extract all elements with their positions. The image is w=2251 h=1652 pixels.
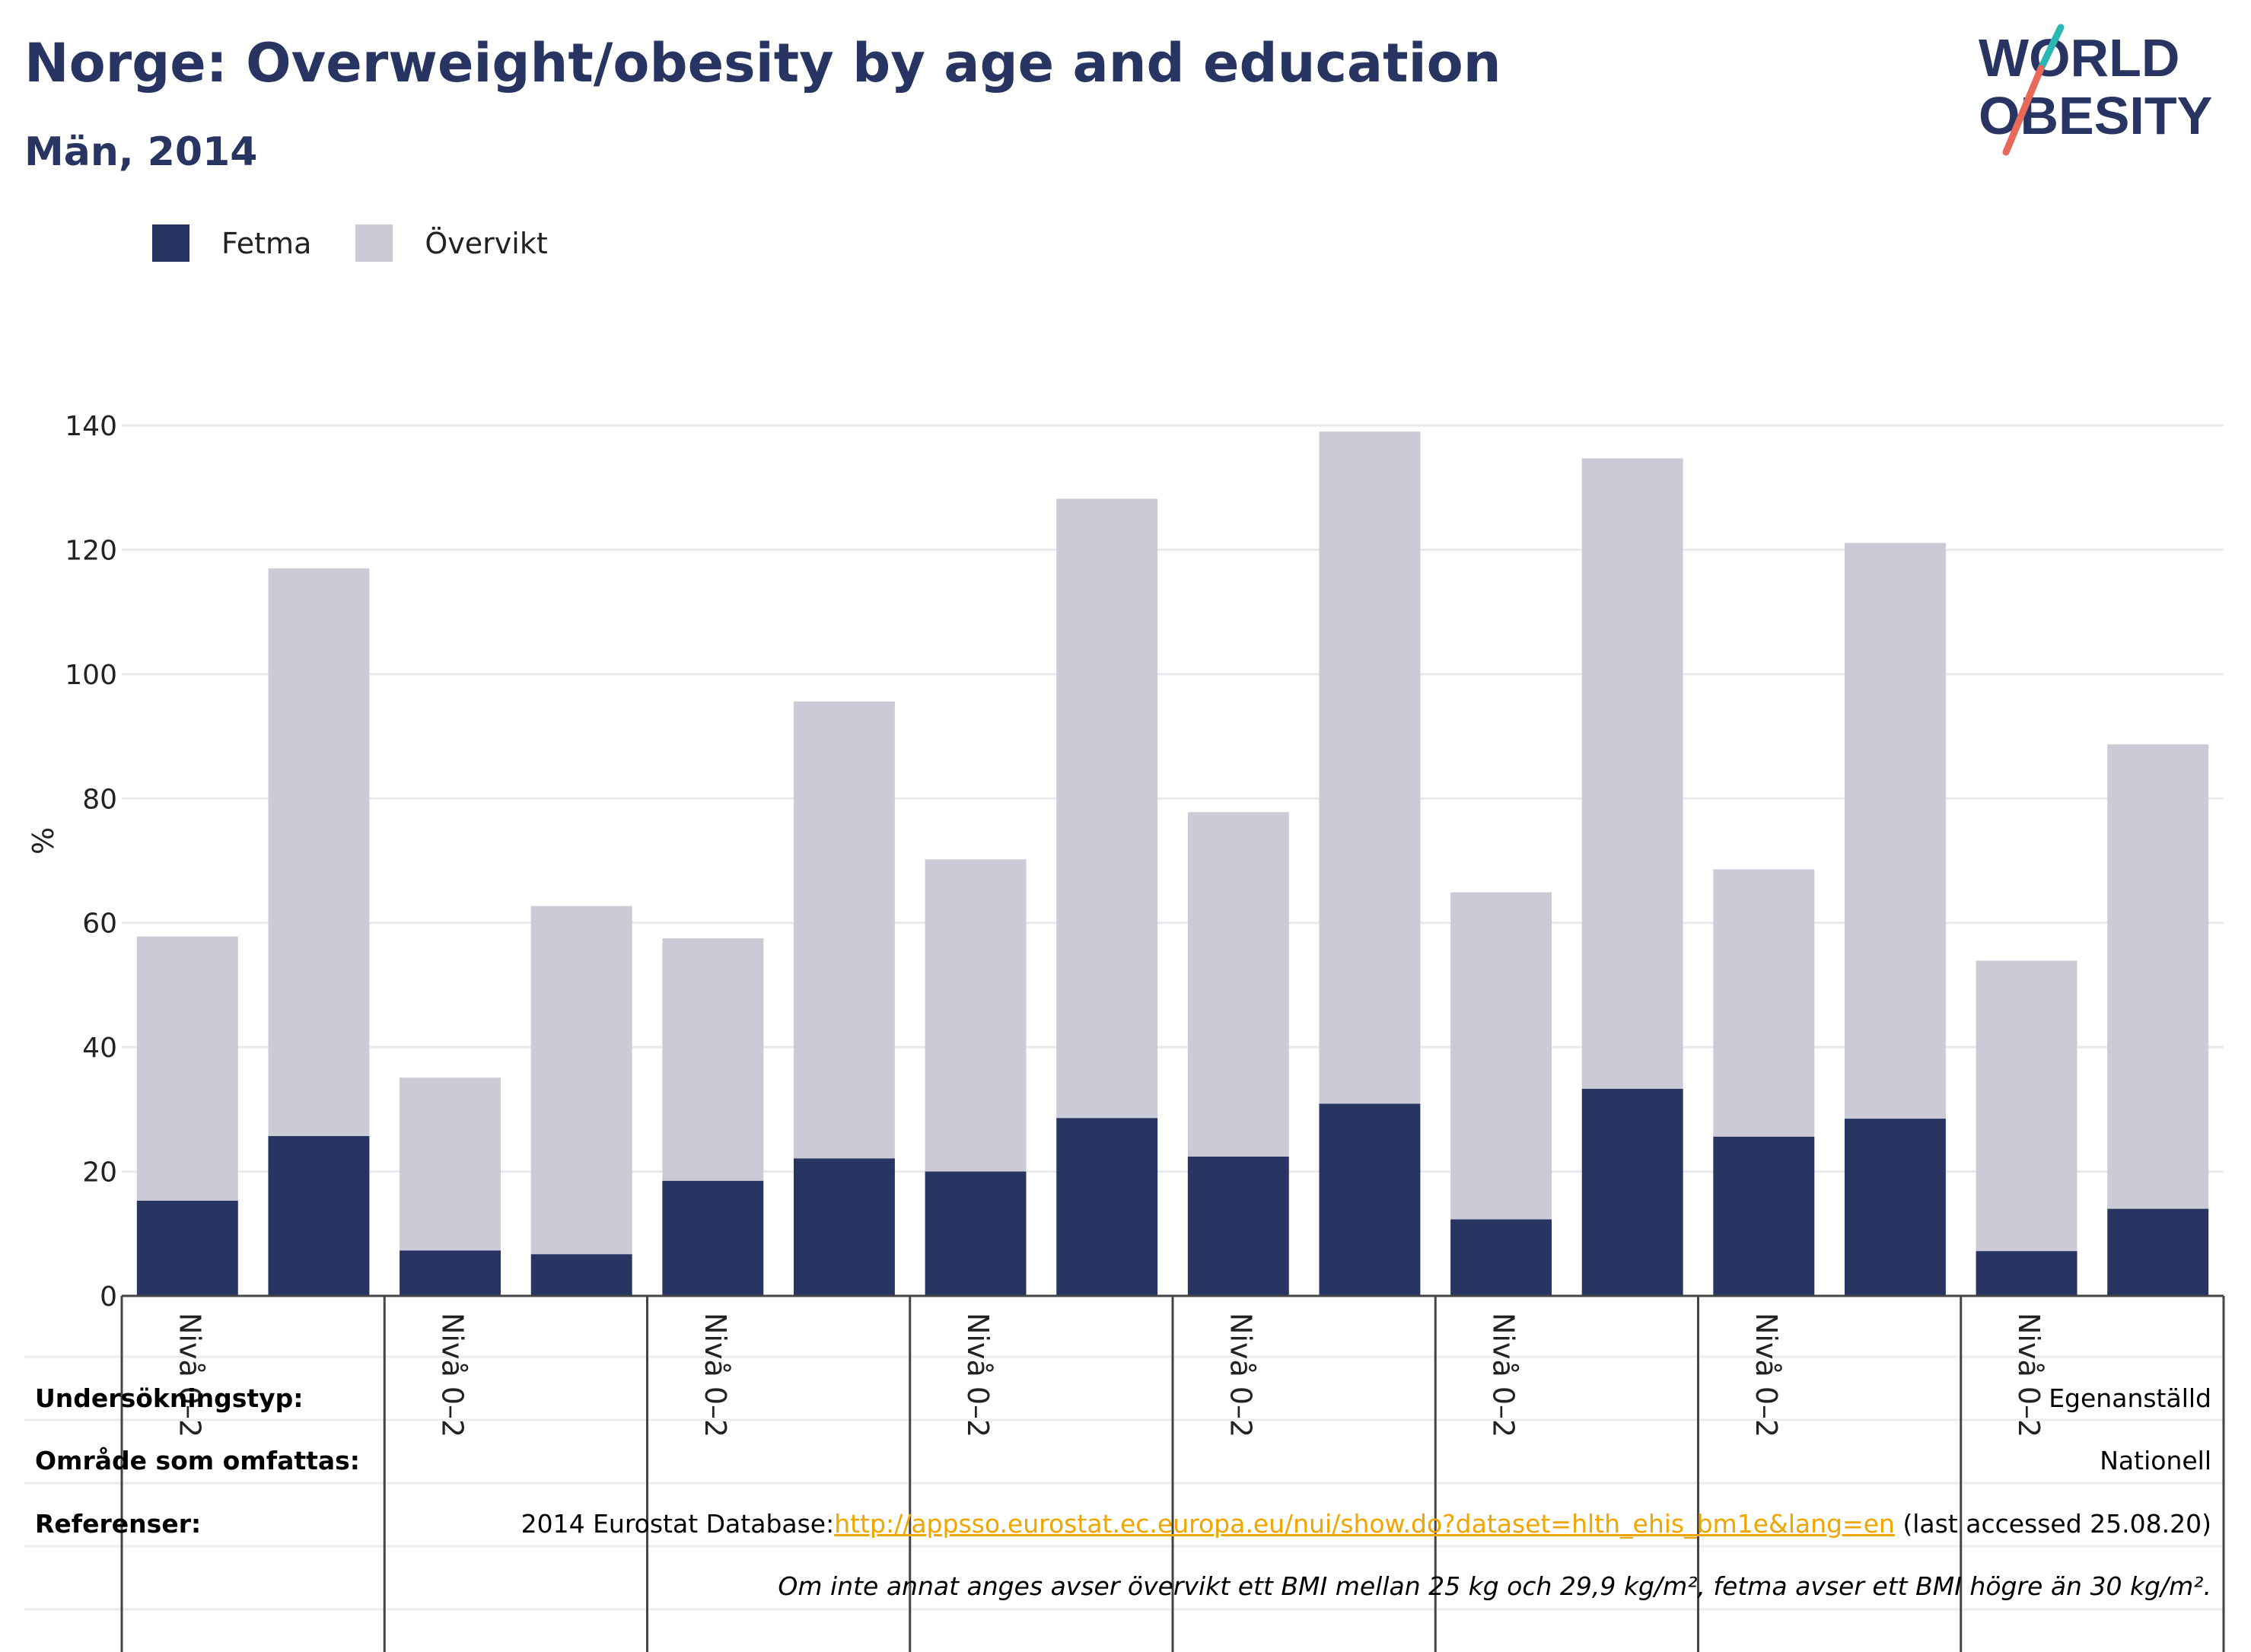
bar-overvikt [1844,543,1946,1119]
logo-slash-red [2002,65,2045,156]
y-tick-label: 80 [82,784,117,815]
references-prefix: 2014 Eurostat Database: [521,1509,835,1539]
bar-fetma [1187,1156,1289,1296]
survey-type-label: Undersökningstyp: [35,1383,304,1413]
bar-fetma [1450,1219,1552,1296]
logo-line-1: WORLD [1979,28,2179,88]
y-tick-label: 40 [82,1033,117,1064]
bar-overvikt [1581,458,1683,1089]
x-group-label: Nivå 0–2 [2012,1313,2046,1437]
bar-overvikt [136,936,238,1201]
bar-overvikt [1187,812,1289,1157]
chart-subtitle: Män, 2014 [24,129,258,175]
bar-fetma [925,1171,1027,1296]
bar-overvikt [1319,431,1421,1104]
area-value: Nationell [2100,1446,2211,1475]
logo-slash-teal [2037,24,2065,72]
x-group-label: Nivå 0–2 [699,1313,732,1437]
bar-fetma [1713,1136,1815,1296]
definition-note: Om inte annat anges avser övervikt ett B… [778,1571,2211,1601]
bar-fetma [1319,1103,1421,1296]
y-tick-label: 0 [100,1281,117,1313]
chart-legend: Fetma Övervikt [152,224,592,262]
bar-overvikt [2107,744,2209,1209]
references-suffix: (last accessed 25.08.20) [1894,1509,2211,1539]
bar-fetma [1056,1118,1158,1296]
chart-title: Norge: Overweight/obesity by age and edu… [24,32,1501,94]
x-group-label: Nivå 0–2 [1750,1313,1783,1437]
bar-fetma [1844,1119,1946,1296]
bar-overvikt [530,906,632,1255]
bar-fetma [662,1180,764,1296]
bar-overvikt [925,859,1027,1172]
legend-label-fetma: Fetma [221,226,312,260]
world-obesity-logo: WORLD OBESITY [1979,24,2212,156]
bar-overvikt [1450,892,1552,1220]
legend-swatch-fetma [152,224,189,262]
legend-label-overvikt: Övervikt [425,226,548,260]
bar-overvikt [400,1077,501,1251]
bar-fetma [268,1135,370,1296]
legend-item-overvikt[interactable]: Övervikt [355,224,548,262]
y-tick-label: 100 [65,660,117,691]
legend-swatch-overvikt [355,224,393,262]
bar-fetma [530,1254,632,1296]
bar-fetma [2107,1208,2209,1296]
bar-fetma [1581,1088,1683,1296]
x-group-label: Nivå 0–2 [1224,1313,1257,1437]
x-group-label: Nivå 0–2 [961,1313,995,1437]
bar-fetma [793,1158,895,1296]
bar-overvikt [1976,960,2077,1252]
y-tick-label: 60 [82,909,117,940]
bar-overvikt [1713,869,1815,1137]
bar-overvikt [1056,498,1158,1119]
y-tick-label: 140 [65,411,117,442]
references-value: 2014 Eurostat Database:http://appsso.eur… [521,1509,2211,1539]
bar-overvikt [268,568,370,1136]
survey-type-value: Egenanställd [2049,1383,2211,1413]
bar-overvikt [662,938,764,1181]
area-label: Område som omfattas: [35,1446,361,1475]
bar-fetma [1976,1251,2077,1296]
y-tick-label: 120 [65,535,117,566]
x-group-label: Nivå 0–2 [1487,1313,1520,1437]
references-label: Referenser: [35,1509,202,1539]
legend-item-fetma[interactable]: Fetma [152,224,311,262]
x-group-label: Nivå 0–2 [436,1313,470,1437]
bar-fetma [136,1200,238,1296]
x-group-label: Nivå 0–2 [173,1313,206,1437]
bar-overvikt [793,701,895,1159]
y-axis-label: % [27,827,60,855]
y-tick-label: 20 [82,1157,117,1189]
references-link[interactable]: http://appsso.eurostat.ec.europa.eu/nui/… [834,1509,1895,1539]
bar-fetma [400,1250,501,1296]
